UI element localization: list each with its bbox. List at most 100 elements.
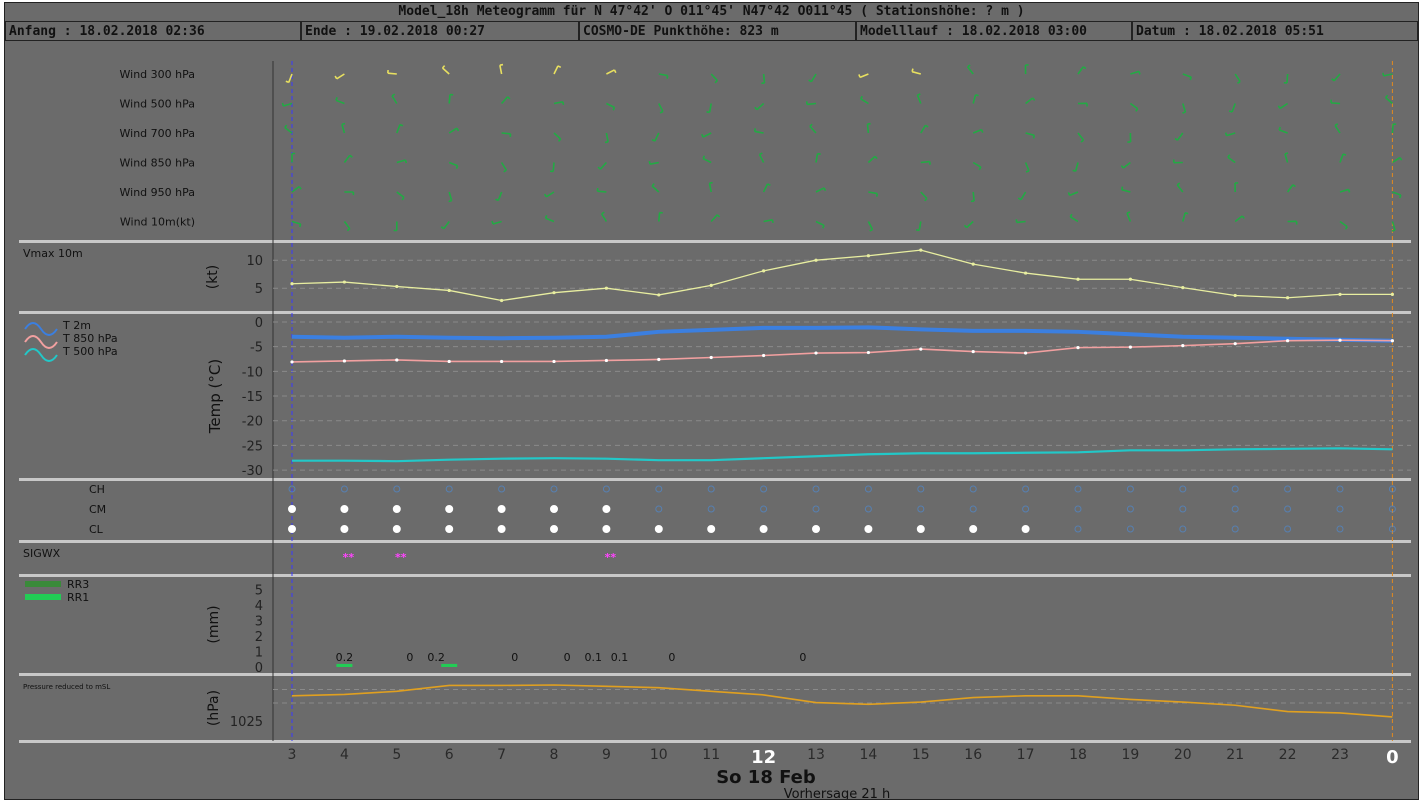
wind-barb xyxy=(387,70,397,75)
wind-barb xyxy=(393,221,398,232)
wind-barb xyxy=(544,215,555,223)
wind-barb xyxy=(1391,221,1396,232)
issue-date: Datum : 18.02.2018 05:51 xyxy=(1132,21,1418,41)
wind-barb xyxy=(1024,162,1030,173)
panel-separator xyxy=(19,540,1411,543)
vmax-point xyxy=(709,283,713,287)
rain-value-label: 0 xyxy=(564,651,571,664)
cloud-marker xyxy=(812,485,820,493)
vmax-point xyxy=(447,288,451,293)
model-info: COSMO-DE Punkthöhe: 823 m xyxy=(579,21,856,41)
temp-point xyxy=(395,358,399,362)
x-tick-label: 19 xyxy=(1121,747,1139,763)
vmax-point xyxy=(1390,292,1394,296)
wind-barb xyxy=(1278,126,1288,134)
wind-barb xyxy=(291,185,302,193)
wind-barb xyxy=(1391,123,1397,134)
wind-barb xyxy=(1077,102,1088,107)
cloud-marker xyxy=(1126,485,1134,493)
temp-point xyxy=(552,359,556,364)
temp-point xyxy=(1390,339,1394,343)
cloud-marker xyxy=(1179,525,1187,533)
cloud-marker xyxy=(1074,505,1082,513)
cloud-marker xyxy=(498,485,506,493)
temp-ylabel: Temp (°C) xyxy=(206,359,224,434)
temp-series-line xyxy=(291,339,1393,363)
forecast-label: Vorhersage 21 h xyxy=(784,787,891,799)
cloud-marker xyxy=(1126,505,1134,513)
wind-barb xyxy=(1339,153,1347,163)
wind-barb xyxy=(758,152,765,163)
vmax-label: Vmax 10m xyxy=(23,247,83,260)
rain-tick: 0 xyxy=(255,661,263,676)
vmax-point xyxy=(1076,277,1080,281)
vmax-point xyxy=(657,293,661,297)
rain-value-label: 0.1 xyxy=(611,651,629,664)
rain-value-label: 0 xyxy=(799,651,806,664)
wind-barb xyxy=(396,159,408,164)
x-tick-label: 22 xyxy=(1279,747,1297,763)
cloud-row-label: CM xyxy=(89,503,106,516)
cloud-row-label: CL xyxy=(89,523,104,536)
wind-barb xyxy=(754,102,765,111)
cloud-marker xyxy=(707,525,716,533)
x-tick-label: 14 xyxy=(859,747,877,763)
x-tick-label: 3 xyxy=(288,747,297,763)
wind-barb xyxy=(441,65,450,75)
wind-barb xyxy=(809,123,817,134)
temp-point xyxy=(657,357,661,362)
cloud-marker xyxy=(1336,525,1344,533)
wind-barb xyxy=(815,187,827,193)
cloud-marker xyxy=(1231,505,1239,513)
temp-point xyxy=(709,355,713,360)
temp-point xyxy=(971,349,975,354)
wind-barb xyxy=(448,93,454,104)
temp-series-line xyxy=(292,447,1393,463)
cloud-marker xyxy=(812,505,820,513)
wind-barb xyxy=(1077,66,1087,75)
vmax-point xyxy=(919,248,923,252)
wind-barb xyxy=(1176,182,1184,193)
wind-barb xyxy=(710,214,721,223)
cloud-marker xyxy=(602,485,610,493)
rain-tick: 3 xyxy=(255,615,263,630)
wind-barb xyxy=(805,101,817,106)
pressure-tick: 1025 xyxy=(230,715,263,730)
cloud-marker xyxy=(707,505,715,513)
pressure-line xyxy=(291,684,1393,718)
cloud-marker xyxy=(812,525,820,533)
vmax-point xyxy=(500,298,504,303)
cloud-marker xyxy=(864,525,873,533)
x-tick-label: 4 xyxy=(340,747,349,763)
temp-tick: -30 xyxy=(242,464,263,479)
legend-swatch xyxy=(24,348,58,362)
legend-swatch xyxy=(25,594,61,600)
temp-tick: 0 xyxy=(255,316,263,331)
wind-barb xyxy=(501,132,512,137)
wind-barb xyxy=(448,127,460,134)
temp-point xyxy=(814,351,818,355)
cloud-marker xyxy=(864,505,872,513)
wind-barb xyxy=(1017,191,1027,201)
wind-barb xyxy=(651,183,660,193)
wind-barb xyxy=(815,220,825,229)
x-tick-label: 10 xyxy=(650,747,668,763)
wind-barb xyxy=(753,128,764,134)
legend-swatch xyxy=(24,335,58,349)
temp-point xyxy=(1338,338,1342,342)
cloud-marker xyxy=(288,525,296,533)
wind-barb xyxy=(285,73,293,84)
rain-tick: 4 xyxy=(255,599,263,614)
cloud-marker xyxy=(445,485,453,493)
cloud-marker xyxy=(288,505,296,513)
cloud-marker xyxy=(1231,525,1239,533)
x-tick-label: 23 xyxy=(1331,747,1349,763)
wind-barb xyxy=(1382,72,1393,77)
temp-point xyxy=(447,359,451,364)
cloud-marker xyxy=(707,485,715,493)
meteogram: Model_18h Meteogramm für N 47°42' O 011°… xyxy=(4,2,1419,800)
cloud-marker xyxy=(1284,485,1292,493)
wind-barb xyxy=(658,73,669,79)
cloud-marker xyxy=(969,485,977,493)
wind-barb xyxy=(1334,123,1341,134)
